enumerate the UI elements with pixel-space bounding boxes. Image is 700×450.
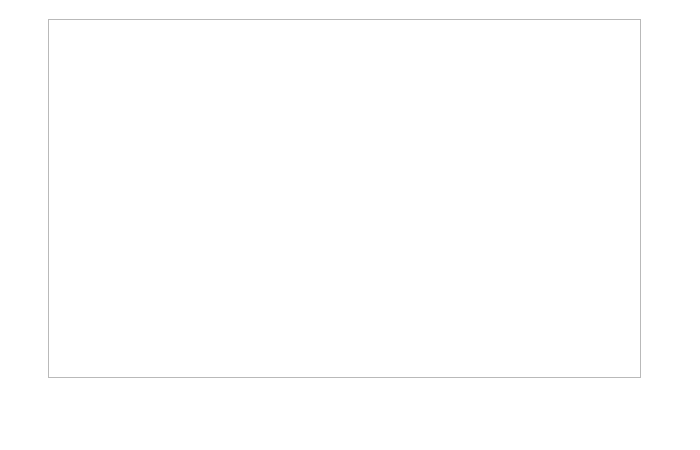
- chart-legend: [0, 412, 700, 426]
- left-axis: [0, 19, 48, 378]
- legend-swatch-total-count: [374, 412, 388, 426]
- bottom-axis: [48, 378, 641, 404]
- legend-entry-total-count: [374, 412, 402, 426]
- legend-entry-station-ratio: [298, 412, 326, 426]
- legend-swatch-station-ratio: [298, 412, 312, 426]
- plot-inner: [49, 20, 640, 377]
- chart-canvas: [49, 20, 640, 377]
- right-axis: [641, 19, 700, 378]
- plot-area: [48, 19, 641, 378]
